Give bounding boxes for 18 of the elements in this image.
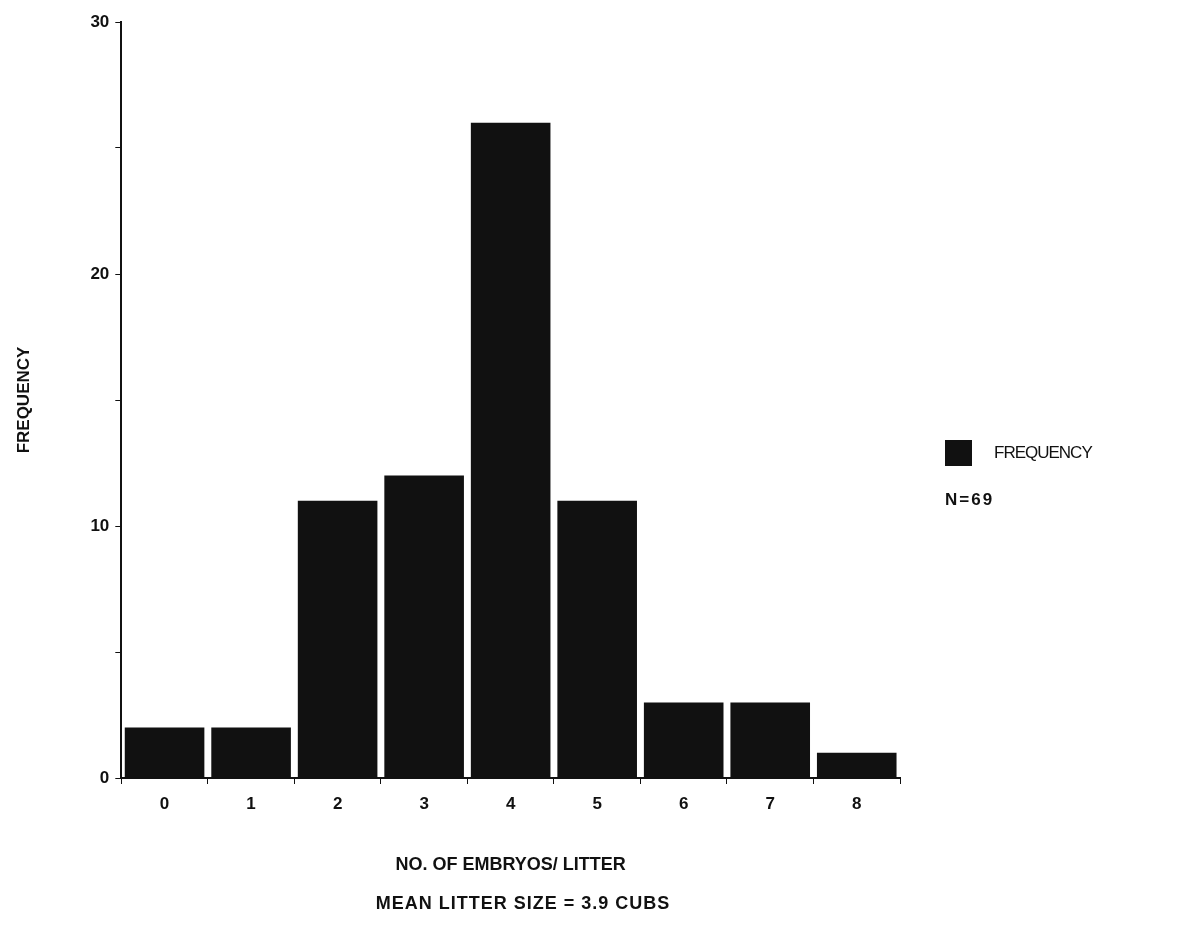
x-tick-label: 5 <box>592 793 602 813</box>
x-tick-label: 3 <box>419 793 429 813</box>
text: MEAN LITTER SIZE = 3.9 CUBS <box>374 893 672 914</box>
x-tick-label: 1 <box>246 793 256 813</box>
x-tick-label: 4 <box>505 793 516 813</box>
y-tick-label: 20 <box>90 263 110 283</box>
y-tick-label: 10 <box>90 515 110 535</box>
legend-label: FREQUENCY <box>994 443 1092 463</box>
x-axis-title: NO. OF EMBRYOS/ LITTER <box>395 854 626 875</box>
y-tick-label: 30 <box>90 11 110 31</box>
x-tick-label: 6 <box>678 793 689 813</box>
text: N=69 <box>945 490 996 510</box>
x-tick-label: 7 <box>765 793 775 813</box>
y-tick-label: 0 <box>99 767 110 787</box>
x-tick-label: 0 <box>159 793 170 813</box>
x-tick-label: 2 <box>332 793 343 813</box>
x-tick-label: 8 <box>852 793 862 813</box>
y-axis-title: FREQUENCY <box>13 345 33 454</box>
